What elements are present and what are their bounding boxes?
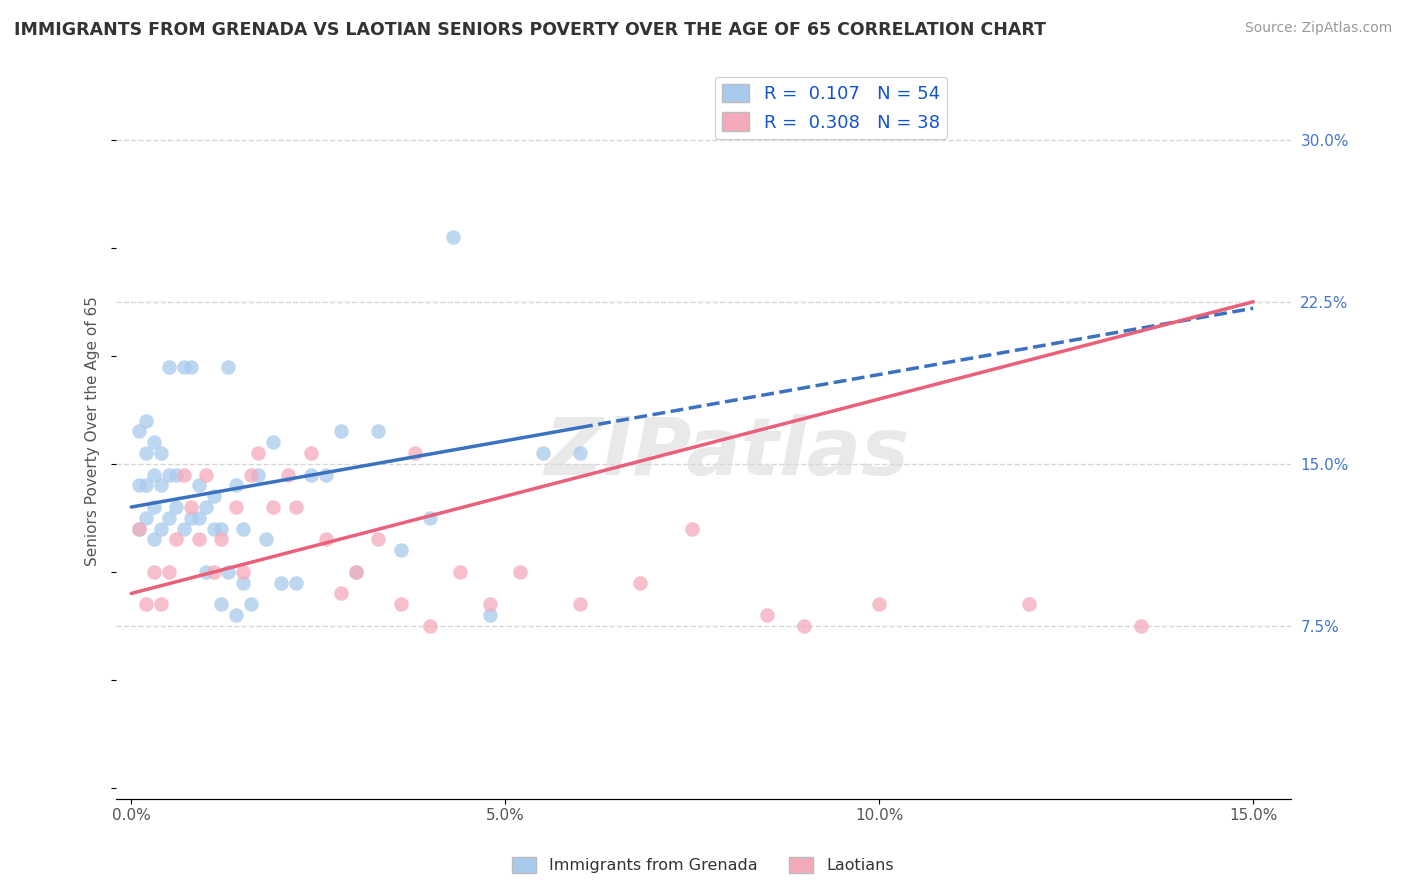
Point: [135, 511, 157, 525]
Point: [868, 597, 890, 611]
Point: [135, 446, 157, 460]
Point: [157, 467, 180, 482]
Point: [165, 467, 187, 482]
Point: [173, 359, 195, 374]
Point: [247, 467, 270, 482]
Point: [344, 565, 367, 579]
Y-axis label: Seniors Poverty Over the Age of 65: Seniors Poverty Over the Age of 65: [86, 296, 100, 566]
Point: [135, 478, 157, 492]
Point: [262, 500, 284, 514]
Point: [180, 500, 202, 514]
Point: [254, 533, 277, 547]
Point: [1018, 597, 1040, 611]
Point: [157, 565, 180, 579]
Point: [367, 425, 389, 439]
Point: [367, 533, 389, 547]
Point: [187, 533, 209, 547]
Point: [217, 359, 239, 374]
Point: [217, 565, 239, 579]
Point: [202, 489, 225, 503]
Point: [479, 608, 502, 623]
Point: [299, 446, 322, 460]
Point: [142, 533, 165, 547]
Point: [531, 446, 554, 460]
Legend: R =  0.107   N = 54, R =  0.308   N = 38: R = 0.107 N = 54, R = 0.308 N = 38: [714, 77, 946, 139]
Point: [225, 478, 247, 492]
Point: [756, 608, 779, 623]
Point: [569, 597, 592, 611]
Point: [1130, 619, 1153, 633]
Text: IMMIGRANTS FROM GRENADA VS LAOTIAN SENIORS POVERTY OVER THE AGE OF 65 CORRELATIO: IMMIGRANTS FROM GRENADA VS LAOTIAN SENIO…: [14, 21, 1046, 38]
Point: [187, 478, 209, 492]
Point: [681, 522, 703, 536]
Point: [315, 467, 337, 482]
Point: [225, 608, 247, 623]
Point: [284, 575, 307, 590]
Point: [225, 500, 247, 514]
Point: [344, 565, 367, 579]
Point: [150, 446, 173, 460]
Point: [157, 359, 180, 374]
Point: [195, 565, 218, 579]
Point: [135, 414, 157, 428]
Point: [239, 467, 262, 482]
Text: Source: ZipAtlas.com: Source: ZipAtlas.com: [1244, 21, 1392, 35]
Point: [404, 446, 426, 460]
Point: [195, 500, 218, 514]
Point: [142, 500, 165, 514]
Point: [209, 597, 232, 611]
Text: ZIPatlas: ZIPatlas: [544, 415, 910, 492]
Point: [628, 575, 651, 590]
Point: [209, 533, 232, 547]
Point: [180, 359, 202, 374]
Point: [157, 511, 180, 525]
Point: [128, 478, 150, 492]
Point: [389, 543, 412, 558]
Point: [150, 522, 173, 536]
Point: [239, 597, 262, 611]
Point: [299, 467, 322, 482]
Point: [262, 435, 284, 450]
Point: [195, 467, 218, 482]
Point: [232, 522, 254, 536]
Point: [569, 446, 592, 460]
Point: [135, 597, 157, 611]
Point: [209, 522, 232, 536]
Point: [202, 565, 225, 579]
Point: [329, 586, 352, 600]
Point: [284, 500, 307, 514]
Point: [187, 511, 209, 525]
Point: [315, 533, 337, 547]
Point: [165, 500, 187, 514]
Point: [142, 565, 165, 579]
Legend: Immigrants from Grenada, Laotians: Immigrants from Grenada, Laotians: [506, 850, 900, 880]
Point: [270, 575, 292, 590]
Point: [173, 522, 195, 536]
Point: [449, 565, 471, 579]
Point: [128, 522, 150, 536]
Point: [441, 230, 464, 244]
Point: [389, 597, 412, 611]
Point: [165, 533, 187, 547]
Point: [142, 435, 165, 450]
Point: [142, 467, 165, 482]
Point: [202, 522, 225, 536]
Point: [128, 522, 150, 536]
Point: [419, 619, 441, 633]
Point: [150, 478, 173, 492]
Point: [277, 467, 299, 482]
Point: [232, 565, 254, 579]
Point: [173, 467, 195, 482]
Point: [479, 597, 502, 611]
Point: [793, 619, 815, 633]
Point: [232, 575, 254, 590]
Point: [180, 511, 202, 525]
Point: [150, 597, 173, 611]
Point: [247, 446, 270, 460]
Point: [128, 425, 150, 439]
Point: [329, 425, 352, 439]
Point: [419, 511, 441, 525]
Point: [509, 565, 531, 579]
